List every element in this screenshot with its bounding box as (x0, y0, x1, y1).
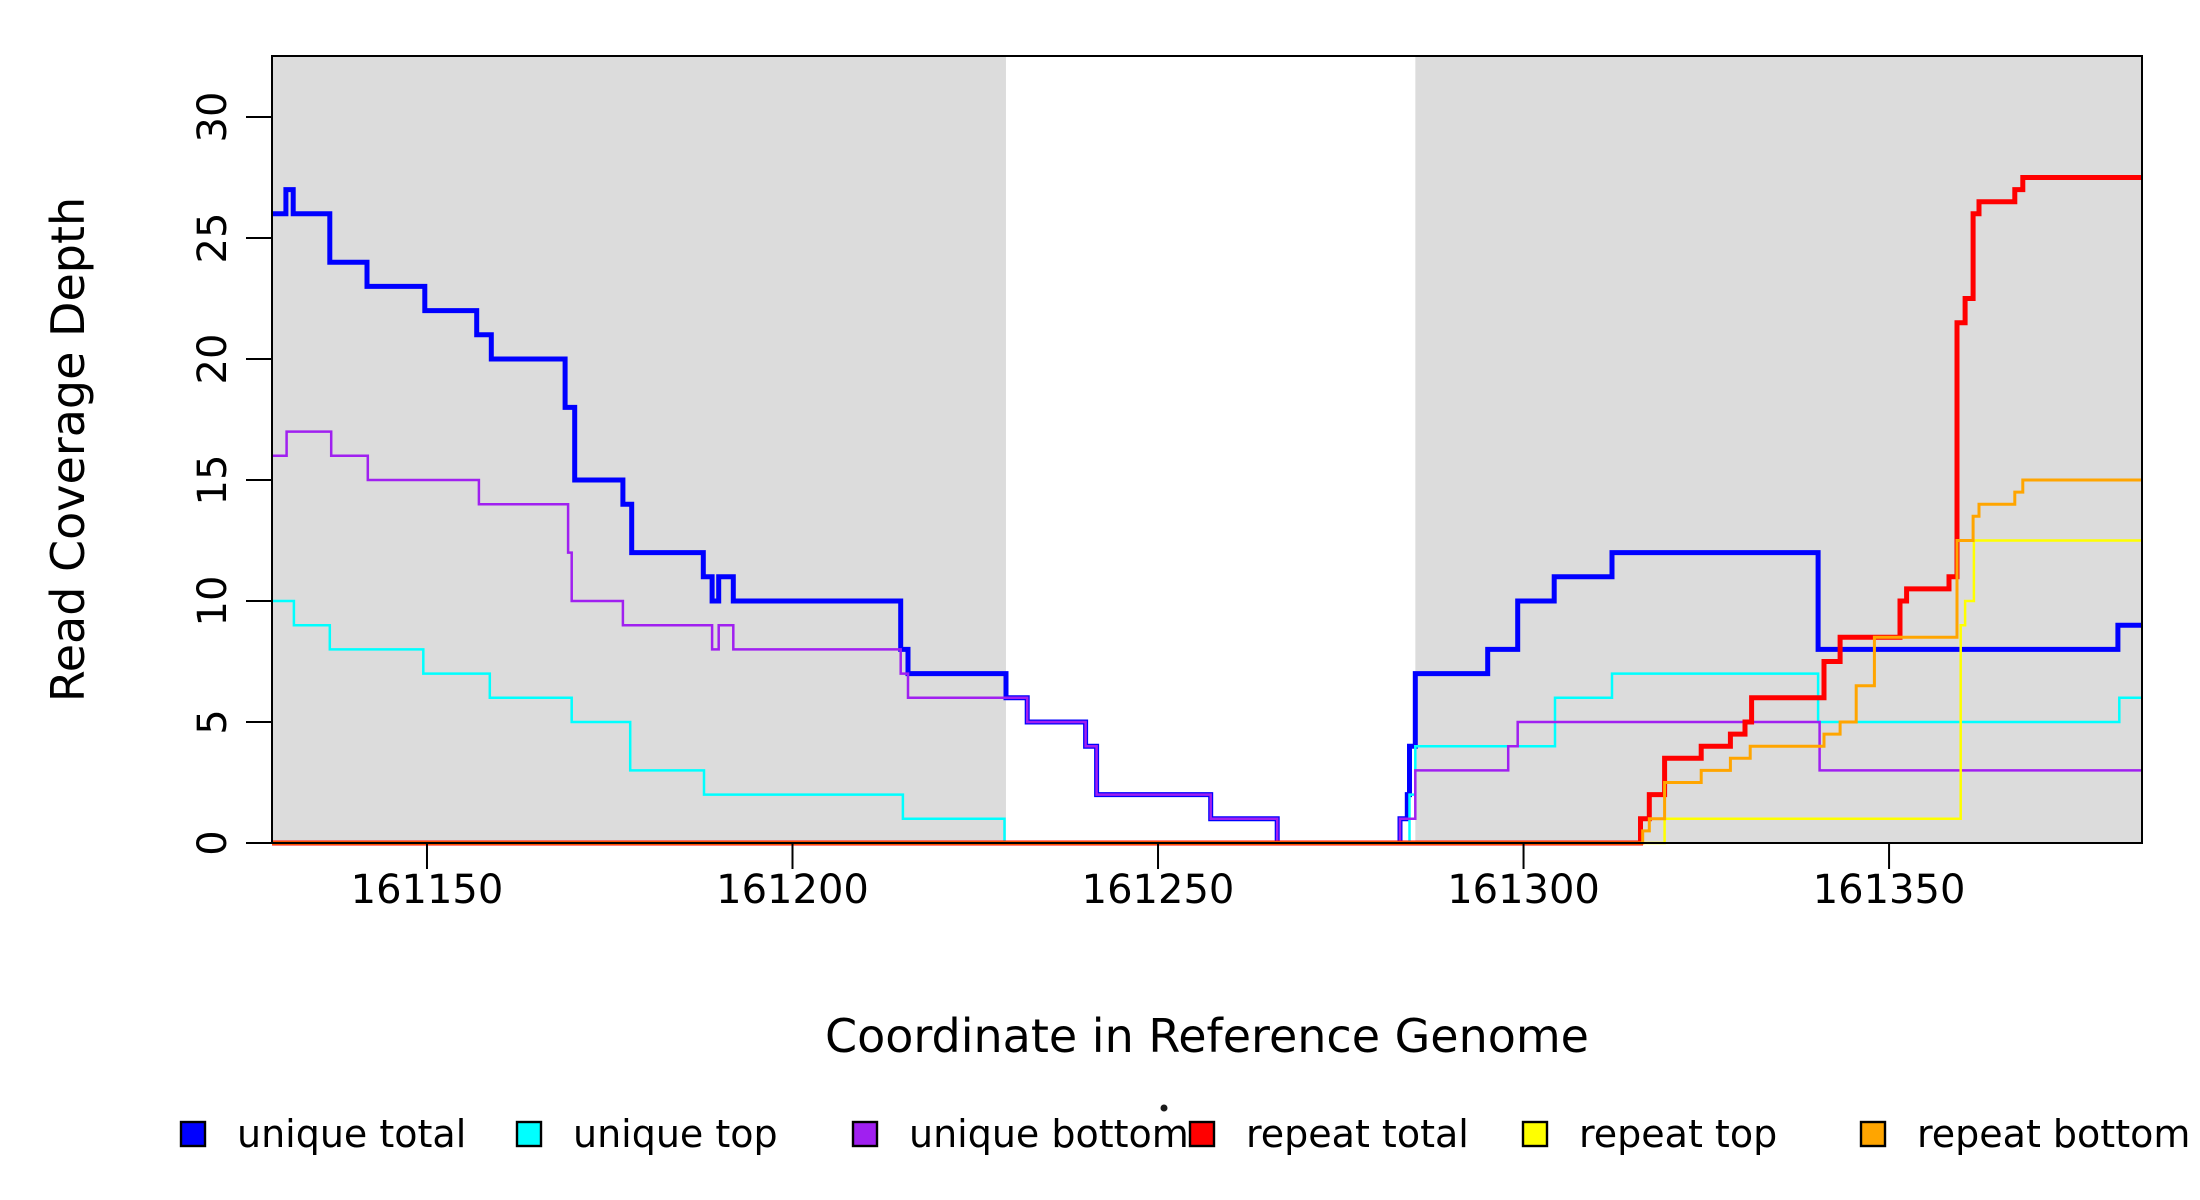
legend-label: repeat total (1246, 1112, 1469, 1156)
y-tick-label: 20 (190, 334, 236, 385)
series-line-unique-total (272, 187, 2142, 846)
legend-swatch (515, 1120, 543, 1148)
x-tick-label: 161300 (1447, 867, 1600, 913)
legend-item-unique-top: unique top (515, 1112, 778, 1156)
x-tick-label: 161200 (716, 867, 869, 913)
legend-item-unique-total: unique total (179, 1112, 466, 1156)
legend-item-repeat-bottom: repeat bottom (1859, 1112, 2190, 1156)
y-tick-label: 10 (190, 576, 236, 627)
legend-swatch (1188, 1120, 1216, 1148)
y-tick-label: 15 (190, 455, 236, 506)
series-line-unique-top (272, 599, 2142, 845)
legend-swatch (1521, 1120, 1549, 1148)
y-tick-label: 5 (190, 709, 236, 734)
legend-item-repeat-total: repeat total (1188, 1112, 1469, 1156)
series-lines (272, 175, 2142, 846)
legend-item-unique-bottom: unique bottom (851, 1112, 1189, 1156)
y-tick-label: 30 (190, 92, 236, 143)
masked-region-left (272, 56, 1006, 843)
x-tick-label: 161150 (351, 867, 504, 913)
plot-border (271, 55, 2143, 844)
series-line-repeat-bottom (272, 478, 2142, 845)
x-axis: 161150 161200 161250 161300 161350 (351, 843, 1966, 913)
y-axis: 0 5 10 15 20 25 30 (190, 92, 272, 856)
x-axis-title: Coordinate in Reference Genome (825, 1009, 1589, 1063)
stray-dot-artifact (1160, 1104, 1168, 1112)
y-tick-label: 25 (190, 213, 236, 264)
masked-regions (272, 56, 2142, 843)
series-line-repeat-total (272, 175, 2142, 846)
legend-swatch (1859, 1120, 1887, 1148)
legend-label: unique total (237, 1112, 466, 1156)
legend: unique total unique top unique bottom repea… (179, 1112, 2190, 1156)
y-axis-title: Read Coverage Depth (41, 197, 95, 702)
x-tick-label: 161350 (1813, 867, 1966, 913)
legend-swatch (179, 1120, 207, 1148)
legend-label: repeat bottom (1917, 1112, 2190, 1156)
masked-region-right (1415, 56, 2142, 843)
legend-label: repeat top (1579, 1112, 1777, 1156)
y-tick-label: 0 (190, 830, 236, 855)
legend-item-repeat-top: repeat top (1521, 1112, 1777, 1156)
legend-label: unique top (573, 1112, 778, 1156)
series-line-unique-bottom (272, 430, 2142, 845)
x-tick-label: 161250 (1082, 867, 1235, 913)
series-line-repeat-top (272, 539, 2142, 845)
legend-swatch (851, 1120, 879, 1148)
legend-label: unique bottom (909, 1112, 1189, 1156)
